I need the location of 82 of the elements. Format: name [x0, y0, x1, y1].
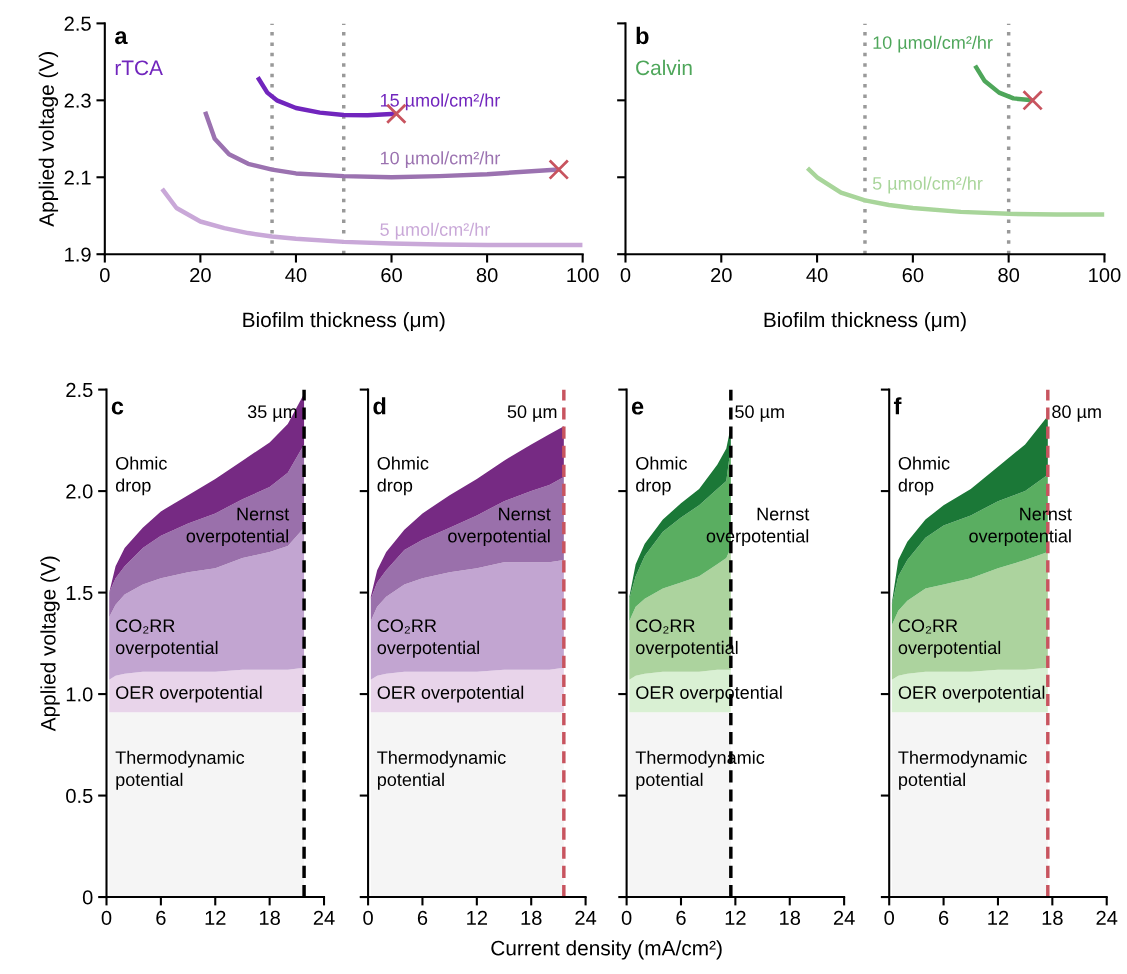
- x-tick-label: 24: [833, 910, 855, 925]
- series-label: 5 µmol/cm²/hr: [380, 222, 490, 240]
- x-tick-label: 18: [780, 910, 801, 926]
- ref-line-label: 50 µm: [735, 405, 784, 422]
- x-tick-label: 6: [156, 910, 166, 926]
- ref-line-label: 50 µm: [507, 405, 557, 422]
- y-tick-label: 1.9: [65, 247, 91, 262]
- series-label: CO₂RR overpotential: [636, 619, 738, 658]
- series-label: Thermodynamic potential: [635, 750, 765, 790]
- x-tick-label: 20: [190, 267, 211, 283]
- x-tick-label: 60: [381, 267, 402, 283]
- series-label: Nernst overpotential: [186, 507, 290, 547]
- x-tick-label: 0: [884, 910, 895, 926]
- x-tick-label: 80: [998, 267, 1020, 283]
- y-tick-label: 0.5: [66, 788, 93, 804]
- x-tick-label: 0: [363, 910, 373, 926]
- series-label: Thermodynamic potential: [115, 750, 245, 790]
- series-label: Ohmic drop: [115, 456, 167, 496]
- series-label: OER overpotential: [116, 685, 262, 703]
- x-axis-title: Biofilm thickness (μm): [764, 311, 966, 332]
- x-axis-title: Biofilm thickness (μm): [243, 311, 445, 332]
- series-label: 15 µmol/cm²/hr: [380, 93, 501, 111]
- series-label: 5 µmol/cm²/hr: [872, 176, 983, 194]
- chart-title: f: [893, 397, 902, 415]
- x-tick-label: 80: [476, 267, 498, 283]
- y-tick-label: 2.1: [64, 170, 91, 185]
- y-tick-label: 0: [82, 890, 93, 905]
- series-label: OER overpotential: [636, 685, 782, 703]
- x-tick-label: 100: [1089, 267, 1121, 283]
- y-axis-title: Applied voltage (V): [38, 52, 59, 227]
- x-tick-label: 6: [939, 910, 949, 926]
- y-axis-title: Applied voltage (V): [40, 556, 60, 732]
- series-label: Ohmic drop: [377, 456, 429, 496]
- chart-title: b: [636, 26, 649, 45]
- chart-title: c: [111, 401, 124, 415]
- series-label: Ohmic drop: [636, 456, 687, 496]
- x-tick-label: 18: [521, 910, 542, 926]
- series-label: 10 µmol/cm²/hr: [380, 151, 501, 168]
- x-tick-label: 24: [313, 910, 335, 925]
- x-tick-label: 12: [467, 910, 488, 925]
- series-label: CO₂RR overpotential: [898, 619, 1001, 658]
- series-label: Thermodynamic potential: [898, 750, 1027, 790]
- text: Calvin: [636, 59, 692, 76]
- chart-title: a: [115, 31, 128, 45]
- x-tick-label: 0: [100, 267, 110, 283]
- line-series: [159, 186, 583, 248]
- x-tick-label: 0: [620, 267, 631, 283]
- x-tick-label: 6: [676, 910, 686, 926]
- x-tick-label: 40: [285, 267, 307, 283]
- chart-title: d: [373, 397, 386, 415]
- ref-line-label: 80 µm: [1052, 405, 1101, 422]
- series-label: OER overpotential: [377, 685, 524, 703]
- y-tick-label: 1.0: [66, 687, 93, 702]
- text: rTCA: [115, 60, 163, 76]
- x-tick-label: 20: [711, 267, 732, 283]
- x-tick-label: 0: [621, 910, 632, 926]
- x-tick-label: 24: [575, 910, 597, 925]
- x-tick-label: 18: [1042, 910, 1063, 926]
- x-tick-label: 18: [259, 910, 280, 926]
- series-label: Nernst overpotential: [448, 507, 551, 547]
- y-tick-label: 1.5: [66, 586, 93, 601]
- y-tick-label: 2.3: [64, 93, 91, 108]
- x-tick-label: 0: [101, 910, 112, 926]
- y-tick-label: 2.5: [64, 16, 91, 31]
- y-tick-label: 2.0: [66, 484, 93, 499]
- x-tick-label: 12: [988, 910, 1009, 925]
- x-tick-label: 100: [567, 267, 599, 283]
- series-label: Thermodynamic potential: [377, 750, 506, 790]
- series-label: CO₂RR overpotential: [115, 619, 218, 658]
- x-tick-label: 12: [205, 910, 226, 925]
- x-tick-label: 60: [902, 267, 924, 283]
- x-tick-label: 40: [806, 267, 828, 283]
- series-label: OER overpotential: [898, 685, 1045, 703]
- y-tick-label: 2.5: [66, 382, 93, 398]
- series-label: 10 µmol/cm²/hr: [873, 35, 993, 53]
- x-tick-label: 6: [417, 910, 428, 926]
- chart-title: e: [631, 401, 644, 415]
- x-axis-title: Current density (mA/cm²): [491, 940, 722, 960]
- x-tick-label: 24: [1096, 910, 1118, 925]
- series-label: Ohmic drop: [898, 456, 950, 496]
- series-label: CO₂RR overpotential: [377, 619, 479, 658]
- x-tick-label: 12: [725, 910, 746, 925]
